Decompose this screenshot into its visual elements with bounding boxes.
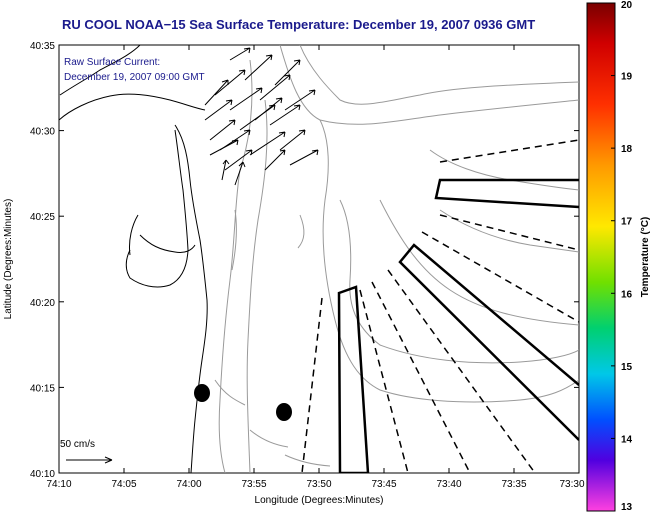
surface-current-vectors xyxy=(204,47,319,186)
colorbar-tick-label: 20 xyxy=(621,0,633,11)
y-tick-label: 40:10 xyxy=(30,469,55,480)
current-note-line2: December 19, 2007 09:00 GMT xyxy=(64,72,205,83)
colorbar-ticks: 20 19 18 17 16 15 14 13 xyxy=(611,0,633,513)
station-marker xyxy=(194,384,210,402)
y-tick-label: 40:20 xyxy=(30,298,55,309)
map-frame xyxy=(58,44,580,474)
station-marker xyxy=(276,403,292,421)
y-tick-label: 40:25 xyxy=(30,212,55,223)
y-tick-label: 40:15 xyxy=(30,383,55,394)
radial-dashed-lines xyxy=(301,139,579,473)
current-note-line1: Raw Surface Current: xyxy=(64,57,160,68)
x-tick-label: 73:55 xyxy=(241,479,266,490)
y-tick-label: 40:30 xyxy=(30,127,55,138)
scale-label: 50 cm/s xyxy=(60,439,95,450)
colorbar-tick-label: 19 xyxy=(621,72,633,83)
scale-arrow xyxy=(66,456,113,464)
y-axis-ticks: 40:35 40:30 40:25 40:20 40:15 40:10 xyxy=(30,41,579,480)
colorbar-tick-label: 14 xyxy=(621,434,633,445)
colorbar-tick-label: 16 xyxy=(621,289,633,300)
y-tick-label: 40:35 xyxy=(30,41,55,52)
x-tick-label: 73:45 xyxy=(371,479,396,490)
colorbar-tick-label: 17 xyxy=(621,217,633,228)
map-title: RU COOL NOAA−15 Sea Surface Temperature:… xyxy=(62,17,535,32)
colorbar-label: Temperature (°C) xyxy=(640,217,651,298)
colorbar-tick-label: 15 xyxy=(621,362,633,373)
x-tick-label: 73:50 xyxy=(306,479,331,490)
x-axis-ticks: 74:10 74:05 74:00 73:55 73:50 73:45 73:40 73:35… xyxy=(46,45,585,490)
x-tick-label: 73:35 xyxy=(501,479,526,490)
x-tick-label: 74:05 xyxy=(111,479,136,490)
colorbar-tick-label: 18 xyxy=(621,144,633,155)
temperature-colorbar xyxy=(586,2,616,512)
colorbar-tick-label: 13 xyxy=(621,502,633,513)
zone-polygons xyxy=(337,178,579,473)
x-tick-label: 74:10 xyxy=(46,479,71,490)
coastline xyxy=(59,45,208,473)
x-axis-label: Longitude (Degrees:Minutes) xyxy=(255,495,384,506)
bathymetry-contours xyxy=(214,45,579,473)
y-axis-label: Latitude (Degrees:Minutes) xyxy=(3,199,14,320)
x-tick-label: 73:40 xyxy=(436,479,461,490)
x-tick-label: 73:30 xyxy=(559,479,584,490)
map-content xyxy=(59,45,579,473)
x-tick-label: 74:00 xyxy=(176,479,201,490)
